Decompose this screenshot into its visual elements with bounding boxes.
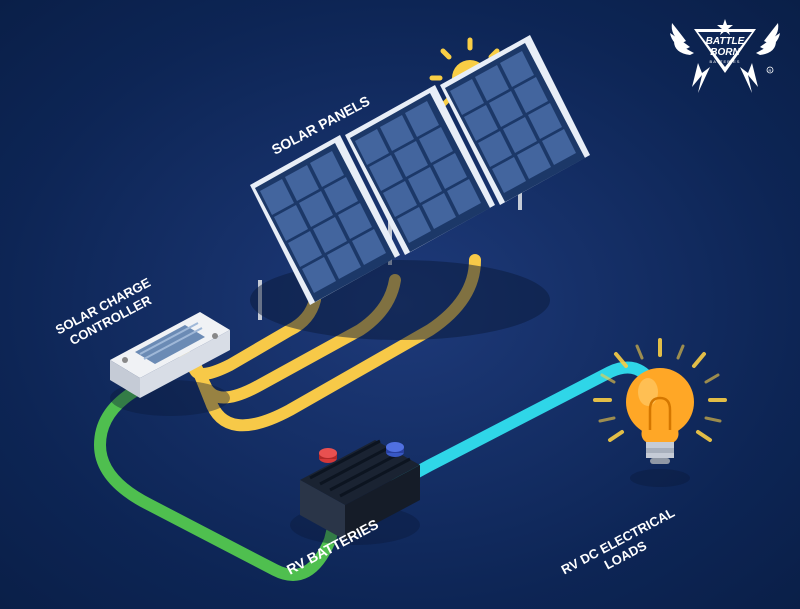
charge-controller (110, 312, 230, 416)
logo-text-bottom: BORN (710, 47, 740, 58)
wire-battery-loads (395, 368, 660, 485)
light-bulb (595, 340, 725, 487)
solar-panels (250, 35, 590, 340)
logo-text-top: BATTLE (706, 36, 745, 47)
logo-subtitle: BATTERIES (710, 59, 741, 64)
svg-text:R: R (769, 68, 772, 73)
brand-logo: BATTLE BORN BATTERIES R (670, 15, 780, 105)
